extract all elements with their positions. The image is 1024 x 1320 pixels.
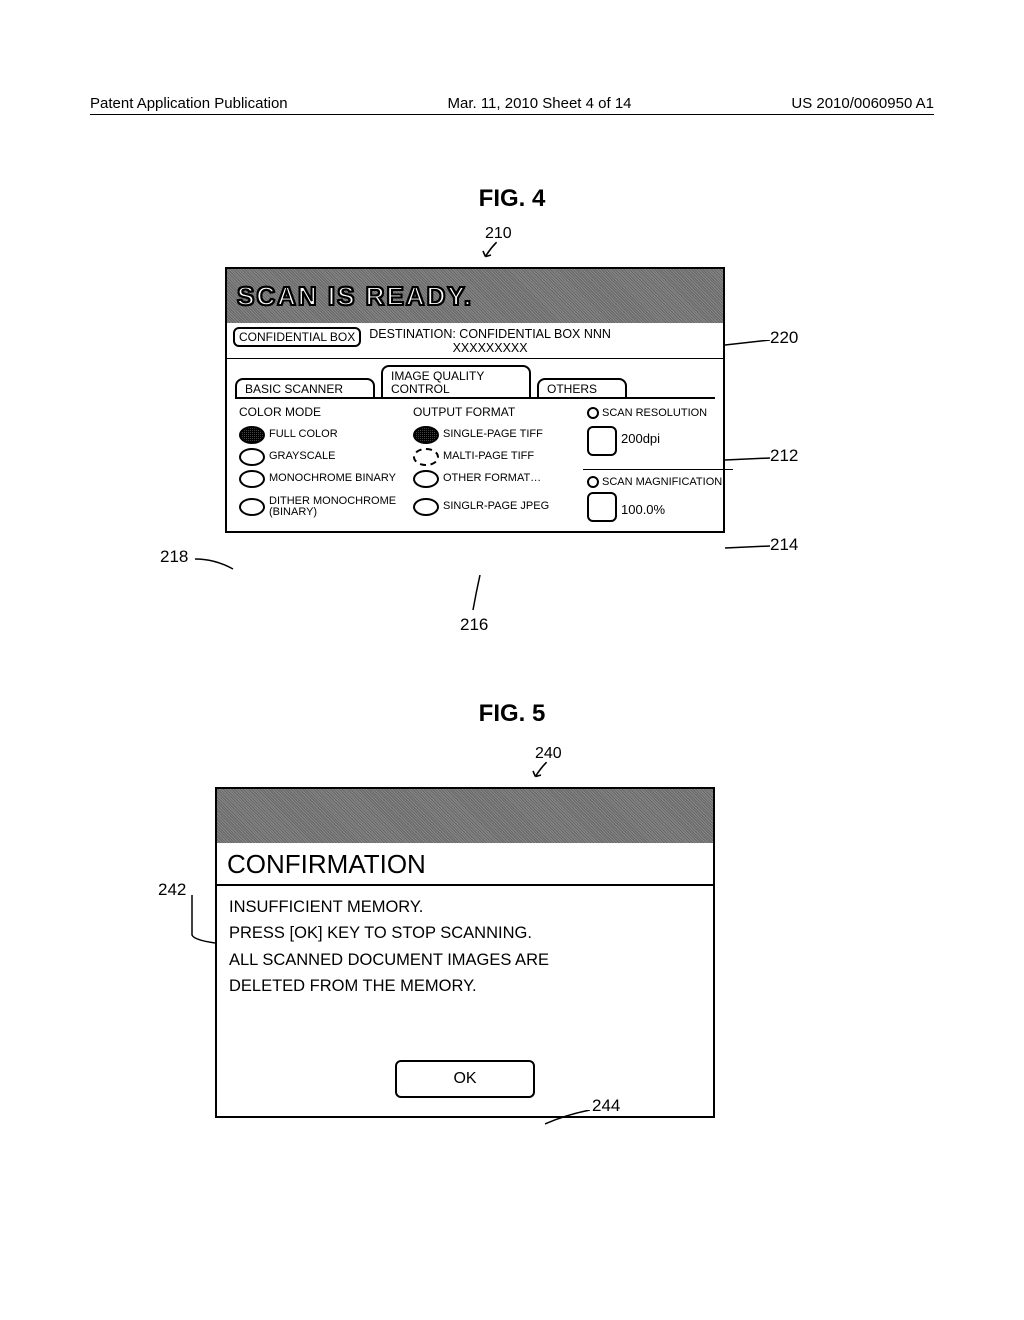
mono-binary-label: MONOCHROME BINARY	[269, 473, 396, 485]
tab-basic-scanner[interactable]: BASIC SCANNER	[235, 378, 375, 399]
grayscale-label: GRAYSCALE	[269, 451, 335, 463]
settings-panel: COLOR MODE OUTPUT FORMAT SCAN RESOLUTION…	[235, 397, 715, 523]
output-format-header: OUTPUT FORMAT	[409, 403, 579, 423]
conf-line2: PRESS [OK] KEY TO STOP SCANNING.	[229, 920, 703, 946]
confirmation-heading: CONFIRMATION	[217, 843, 713, 886]
screen-title-bar: SCAN IS READY.	[227, 269, 723, 323]
color-mode-full-color[interactable]: FULL COLOR	[235, 425, 405, 445]
resolution-value: 200dpi	[621, 426, 660, 446]
resolution-header-text: SCAN RESOLUTION	[602, 407, 707, 419]
magnification-icon	[587, 476, 599, 488]
scan-resolution-header: SCAN RESOLUTION	[583, 403, 733, 423]
format-multi-page-tiff[interactable]: MALTI-PAGE TIFF	[409, 447, 579, 467]
destination-line1: DESTINATION: CONFIDENTIAL BOX NNN	[369, 327, 611, 341]
tab-others[interactable]: OTHERS	[537, 378, 627, 399]
header-center: Mar. 11, 2010 Sheet 4 of 14	[447, 95, 631, 112]
mp-tiff-label: MALTI-PAGE TIFF	[443, 451, 534, 463]
radio-icon	[413, 426, 439, 444]
format-other[interactable]: OTHER FORMAT…	[409, 469, 579, 489]
header-right: US 2010/0060950 A1	[791, 95, 934, 112]
resolution-value-row[interactable]: 200dpi	[583, 425, 733, 467]
lead-216	[470, 575, 490, 615]
screen-title-text: SCAN IS READY.	[237, 281, 473, 312]
tabs-row: BASIC SCANNER IMAGE QUALITY CONTROL OTHE…	[227, 359, 723, 397]
magnification-value-row[interactable]: 100.0%	[583, 491, 733, 523]
other-format-label: OTHER FORMAT…	[443, 473, 541, 485]
lead-212	[725, 455, 770, 465]
conf-line4: DELETED FROM THE MEMORY.	[229, 973, 703, 999]
arrow-icon	[529, 759, 553, 783]
radio-icon	[239, 470, 265, 488]
format-single-page-jpeg[interactable]: SINGLR-PAGE JPEG	[409, 491, 579, 523]
destination-line2: XXXXXXXXX	[369, 341, 611, 355]
radio-icon	[239, 426, 265, 444]
radio-icon	[239, 448, 265, 466]
fig4-label: FIG. 4	[0, 185, 1024, 213]
scan-magnification-header: SCAN MAGNIFICATION	[583, 469, 733, 489]
magnification-header-text: SCAN MAGNIFICATION	[602, 476, 722, 488]
radio-icon	[413, 470, 439, 488]
full-color-label: FULL COLOR	[269, 429, 338, 441]
ref-218: 218	[160, 547, 188, 567]
confirmation-screen: CONFIRMATION INSUFFICIENT MEMORY. PRESS …	[215, 787, 715, 1118]
format-single-page-tiff[interactable]: SINGLE-PAGE TIFF	[409, 425, 579, 445]
destination-text: DESTINATION: CONFIDENTIAL BOX NNN XXXXXX…	[369, 327, 611, 356]
resolution-icon	[587, 407, 599, 419]
lead-244	[545, 1110, 590, 1125]
ref-242: 242	[158, 880, 186, 900]
confirmation-body: INSUFFICIENT MEMORY. PRESS [OK] KEY TO S…	[217, 886, 713, 1060]
header-left: Patent Application Publication	[90, 95, 288, 112]
color-mode-header: COLOR MODE	[235, 403, 405, 423]
ref-244: 244	[592, 1096, 620, 1116]
conf-line3: ALL SCANNED DOCUMENT IMAGES ARE	[229, 947, 703, 973]
sp-jpeg-label: SINGLR-PAGE JPEG	[443, 501, 549, 513]
dither-label: DITHER MONOCHROME (BINARY)	[269, 496, 405, 519]
page-header: Patent Application Publication Mar. 11, …	[90, 95, 934, 115]
ref-214: 214	[770, 535, 798, 555]
ref-210: 210	[485, 225, 512, 243]
ref-216: 216	[460, 615, 488, 635]
tab-image-quality[interactable]: IMAGE QUALITY CONTROL	[381, 365, 531, 399]
lead-214	[725, 543, 770, 553]
radio-icon	[413, 498, 439, 516]
fig5-label: FIG. 5	[0, 700, 1024, 728]
confirmation-title-bar	[217, 789, 713, 843]
confidential-box-button[interactable]: CONFIDENTIAL BOX	[233, 327, 361, 347]
lead-218	[195, 555, 235, 575]
ref-240: 240	[535, 745, 562, 763]
square-button-icon	[587, 492, 617, 522]
radio-icon	[413, 448, 439, 466]
ok-button[interactable]: OK	[395, 1060, 535, 1098]
square-button-icon	[587, 426, 617, 456]
lead-220	[725, 340, 770, 350]
color-mode-dither[interactable]: DITHER MONOCHROME (BINARY)	[235, 491, 405, 523]
arrow-icon	[479, 239, 503, 263]
scanner-screen: SCAN IS READY. CONFIDENTIAL BOX DESTINAT…	[225, 267, 725, 533]
ref-212: 212	[770, 446, 798, 466]
destination-row: CONFIDENTIAL BOX DESTINATION: CONFIDENTI…	[227, 323, 723, 359]
lead-242	[190, 895, 230, 945]
color-mode-grayscale[interactable]: GRAYSCALE	[235, 447, 405, 467]
color-mode-monochrome-binary[interactable]: MONOCHROME BINARY	[235, 469, 405, 489]
magnification-value: 100.0%	[621, 497, 665, 517]
sp-tiff-label: SINGLE-PAGE TIFF	[443, 429, 543, 441]
conf-line1: INSUFFICIENT MEMORY.	[229, 894, 703, 920]
radio-icon	[239, 498, 265, 516]
ref-220: 220	[770, 328, 798, 348]
